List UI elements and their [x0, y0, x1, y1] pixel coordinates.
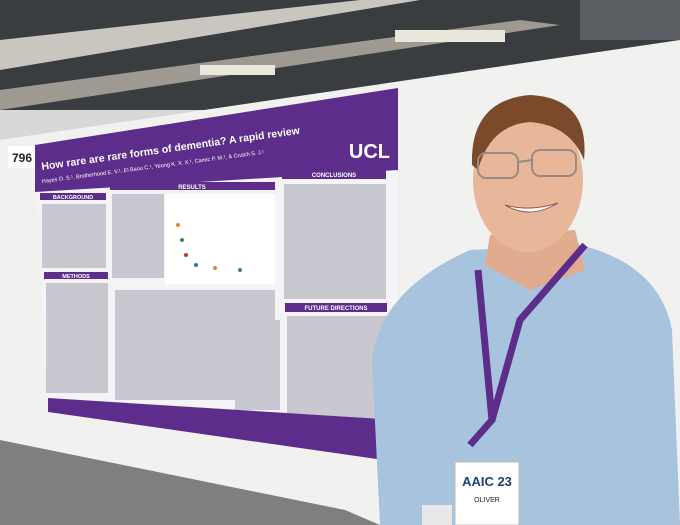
poster-logo: UCL — [349, 141, 390, 163]
notebook — [422, 505, 452, 525]
ceiling-beam — [0, 0, 420, 70]
ceiling-beam — [0, 20, 560, 110]
section-heading: FUTURE DIRECTIONS — [305, 306, 368, 312]
board-number: 796 — [12, 151, 32, 165]
ceiling-light — [395, 30, 505, 42]
section-bar — [40, 193, 106, 200]
badge-name: OLIVER — [474, 497, 500, 504]
section-heading: METHODS — [62, 274, 90, 280]
poster-header — [35, 88, 398, 192]
badge — [454, 461, 520, 525]
badge-event: AAIC 23 — [462, 474, 512, 489]
shirt — [372, 245, 680, 525]
poster-footer — [48, 398, 398, 462]
glasses — [477, 149, 577, 179]
section-bar — [44, 272, 108, 279]
section-bar — [282, 170, 386, 179]
poster-chart-dots — [176, 223, 242, 272]
ceiling-window — [580, 0, 680, 40]
ceiling-light — [200, 65, 275, 75]
section-heading: BACKGROUND — [53, 195, 93, 201]
board-number-plate — [8, 146, 36, 168]
section-bar — [110, 182, 275, 190]
lanyard — [488, 242, 588, 421]
hair — [471, 95, 585, 170]
smile — [504, 202, 559, 213]
section-bar — [285, 303, 387, 312]
face — [473, 108, 583, 252]
poster-text-blocks — [42, 184, 387, 434]
section-heading: CONCLUSIONS — [312, 173, 356, 179]
section-heading: RESULTS — [178, 185, 206, 191]
